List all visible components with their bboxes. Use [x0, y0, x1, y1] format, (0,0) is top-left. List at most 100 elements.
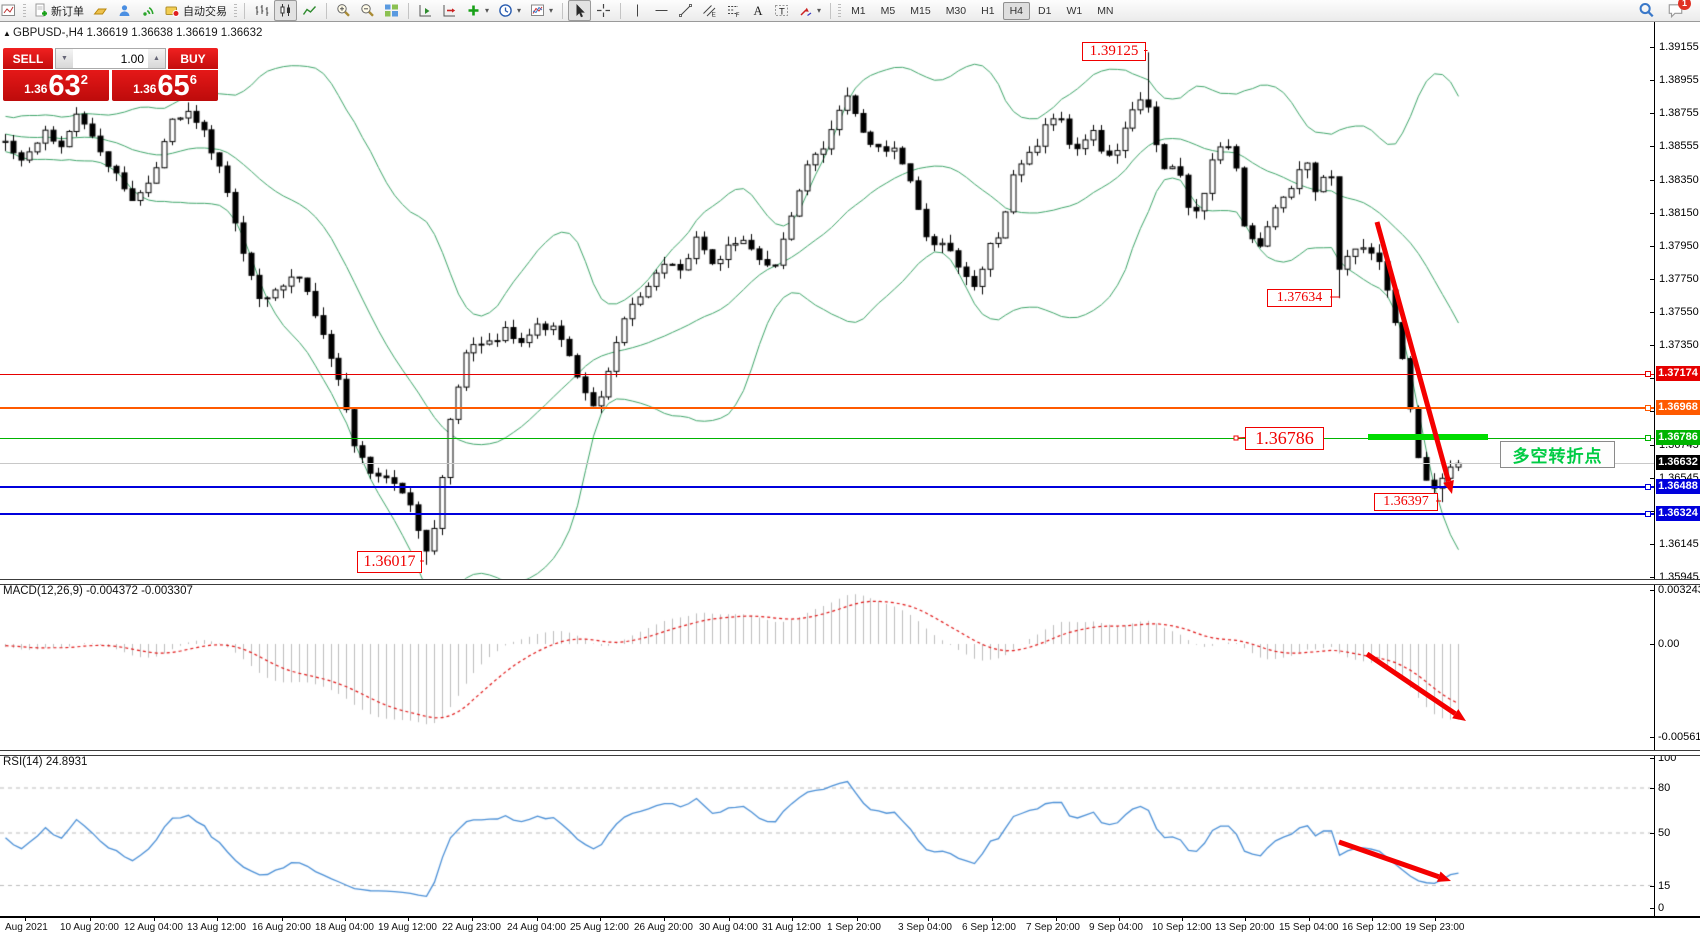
- ask-price-pip: 6: [189, 72, 197, 87]
- price-tag: 1.36632: [1656, 455, 1700, 470]
- price-axis-tick: [1650, 80, 1654, 81]
- time-axis-tick: [537, 917, 538, 921]
- bid-price-pip: 2: [80, 72, 88, 87]
- level-anchor-marker: [1645, 511, 1651, 517]
- time-axis-tick: [1245, 917, 1246, 921]
- rsi-axis-tick: [1650, 758, 1654, 759]
- time-axis-tick: [345, 917, 346, 921]
- rsi-axis-label: 0: [1658, 902, 1665, 914]
- time-axis-label: 3 Sep 04:00: [898, 922, 952, 933]
- price-axis-tick: [1650, 378, 1654, 379]
- macd-axis-label: 0.003243: [1658, 584, 1700, 596]
- price-axis-label: 1.38350: [1659, 174, 1699, 186]
- highlight-bar[interactable]: [1368, 434, 1488, 440]
- time-axis-label: 30 Aug 04:00: [699, 922, 758, 933]
- horizontal-level-line[interactable]: [0, 513, 1654, 515]
- time-axis-label: 16 Sep 12:00: [1342, 922, 1402, 933]
- macd-axis-tick: [1650, 644, 1654, 645]
- macd-axis-tick: [1650, 590, 1654, 591]
- price-tag: 1.36786: [1656, 430, 1700, 445]
- bid-price-main: 63: [48, 70, 81, 102]
- price-axis-tick: [1650, 146, 1654, 147]
- price-callout[interactable]: 1.36017: [357, 551, 422, 573]
- price-axis-label: 1.37550: [1659, 306, 1699, 318]
- time-axis-label: 25 Aug 12:00: [570, 922, 629, 933]
- time-axis-tick: [472, 917, 473, 921]
- level-anchor-marker: [1645, 435, 1651, 441]
- time-axis-label: 1 Sep 20:00: [827, 922, 881, 933]
- time-axis-label: 19 Sep 23:00: [1405, 922, 1465, 933]
- level-anchor-marker: [1645, 405, 1651, 411]
- time-axis-label: 10 Aug 20:00: [60, 922, 119, 933]
- lot-size-spinner: ▼ ▲: [55, 48, 166, 69]
- price-axis-tick: [1650, 577, 1654, 578]
- sell-button[interactable]: SELL: [3, 48, 53, 69]
- time-axis-label: 9 Sep 04:00: [1089, 922, 1143, 933]
- macd-rsi-divider[interactable]: [0, 750, 1700, 756]
- time-axis-label: 26 Aug 20:00: [634, 922, 693, 933]
- price-axis-label: 1.38555: [1659, 140, 1699, 152]
- rsi-axis-label: 15: [1658, 880, 1671, 892]
- time-axis-label: 7 Sep 20:00: [1026, 922, 1080, 933]
- time-axis-label: 24 Aug 04:00: [507, 922, 566, 933]
- rsi-axis-label: 80: [1658, 782, 1671, 794]
- buy-button[interactable]: BUY: [168, 48, 218, 69]
- time-axis-tick: [857, 917, 858, 921]
- rsi-axis-label: 50: [1658, 827, 1671, 839]
- price-callout[interactable]: 1.36786: [1245, 427, 1324, 450]
- horizontal-level-line[interactable]: [0, 374, 1654, 375]
- lot-increase-button[interactable]: ▲: [148, 49, 165, 68]
- time-axis-tick: [25, 917, 26, 921]
- time-axis-tick: [1309, 917, 1310, 921]
- sell-label: SELL: [12, 51, 44, 66]
- price-axis-tick: [1650, 478, 1654, 479]
- price-axis-tick: [1650, 312, 1654, 313]
- main-macd-divider[interactable]: [0, 579, 1700, 585]
- ohlc-values: 1.36619 1.36638 1.36619 1.36632: [86, 27, 263, 39]
- time-axis-tick: [1119, 917, 1120, 921]
- horizontal-level-line[interactable]: [0, 407, 1654, 409]
- price-axis-tick: [1650, 279, 1654, 280]
- price-axis-line: [1654, 22, 1655, 917]
- time-axis-label: 22 Aug 23:00: [442, 922, 501, 933]
- rsi-axis-tick: [1650, 886, 1654, 887]
- price-callout[interactable]: 1.39125: [1082, 42, 1146, 61]
- horizontal-level-line[interactable]: [0, 463, 1654, 464]
- lot-decrease-button[interactable]: ▼: [56, 49, 73, 68]
- time-axis-label: 31 Aug 12:00: [762, 922, 821, 933]
- rsi-indicator-label: RSI(14) 24.8931: [3, 756, 88, 768]
- rsi-axis-tick: [1650, 788, 1654, 789]
- time-axis-tick: [664, 917, 665, 921]
- symbol-marker-icon: ▲: [3, 29, 11, 38]
- price-axis-tick: [1650, 213, 1654, 214]
- horizontal-level-line[interactable]: [0, 486, 1654, 488]
- note-label[interactable]: 多空转折点: [1500, 441, 1615, 468]
- level-anchor-marker: [1645, 484, 1651, 490]
- price-tag: 1.36968: [1656, 400, 1700, 415]
- level-anchor-marker: [1645, 371, 1651, 377]
- horizontal-level-line[interactable]: [0, 438, 1654, 439]
- sell-price-panel[interactable]: 1.36 63 2: [3, 70, 109, 101]
- price-callout[interactable]: 1.36397: [1374, 493, 1438, 511]
- price-tag: 1.37174: [1656, 366, 1700, 381]
- macd-axis-label: -0.005616: [1658, 731, 1700, 743]
- lot-size-input[interactable]: [73, 49, 148, 68]
- buy-price-panel[interactable]: 1.36 65 6: [112, 70, 218, 101]
- time-axis-label: 6 Sep 12:00: [962, 922, 1016, 933]
- time-axis-label: 19 Aug 12:00: [378, 922, 437, 933]
- price-callout[interactable]: 1.37634: [1267, 289, 1332, 307]
- price-axis-label: 1.37350: [1659, 339, 1699, 351]
- price-axis-tick: [1650, 180, 1654, 181]
- time-axis-tick: [1182, 917, 1183, 921]
- price-axis-tick: [1650, 345, 1654, 346]
- time-axis-line: [0, 916, 1700, 918]
- ask-price-main: 65: [157, 70, 190, 102]
- time-axis-tick: [928, 917, 929, 921]
- price-axis-label: 1.36145: [1659, 538, 1699, 550]
- time-axis-tick: [408, 917, 409, 921]
- price-axis-tick: [1650, 113, 1654, 114]
- price-axis-label: 1.38150: [1659, 207, 1699, 219]
- time-axis-tick: [792, 917, 793, 921]
